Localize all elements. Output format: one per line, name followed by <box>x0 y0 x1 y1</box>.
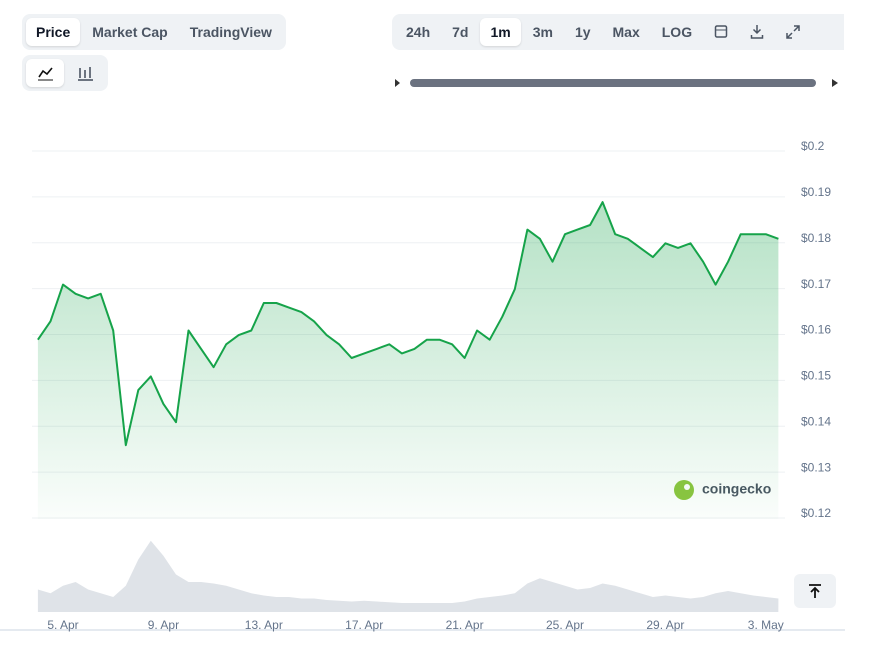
x-tick-label: 21. Apr <box>446 618 484 632</box>
y-tick-label: $0.17 <box>801 277 831 291</box>
range-button[interactable]: Max <box>612 24 640 40</box>
x-tick-label: 25. Apr <box>546 618 584 632</box>
download-button[interactable] <box>740 18 774 46</box>
tab[interactable]: Price <box>26 18 81 46</box>
range-button[interactable]: 3m <box>532 24 553 40</box>
range-button[interactable]: 1y <box>574 24 591 40</box>
x-tick-label: 9. Apr <box>148 618 179 632</box>
scroll-right[interactable] <box>832 79 838 87</box>
tab[interactable]: TradingView <box>189 24 272 40</box>
tab[interactable]: Market Cap <box>92 24 168 40</box>
scroll-top-icon <box>809 584 821 598</box>
y-tick-label: $0.19 <box>801 185 831 199</box>
y-tick-label: $0.18 <box>801 231 831 245</box>
range-group: 24h 7d 1m 3m 1y Max LOG <box>392 14 844 50</box>
y-tick-label: $0.12 <box>801 506 831 520</box>
range-button[interactable]: 24h <box>406 24 431 40</box>
volume-area <box>37 540 779 612</box>
calendar-button[interactable] <box>704 18 738 46</box>
range-button[interactable]: 1m <box>480 18 521 46</box>
line-chart-button[interactable] <box>26 59 64 87</box>
price-line <box>37 201 779 447</box>
y-tick-label: $0.15 <box>801 369 831 383</box>
y-tick-label: $0.16 <box>801 323 831 337</box>
x-tick-label: 13. Apr <box>245 618 283 632</box>
price-area <box>37 202 779 519</box>
x-tick-label: 29. Apr <box>646 618 684 632</box>
tab-group: Price Market Cap TradingView <box>22 14 286 50</box>
log-button[interactable]: LOG <box>661 24 693 40</box>
x-tick-label: 17. Apr <box>345 618 383 632</box>
y-tick-label: $0.2 <box>801 139 825 153</box>
chart-type-group <box>22 55 108 91</box>
candle-chart-button[interactable] <box>66 59 104 87</box>
fullscreen-button[interactable] <box>776 18 810 46</box>
y-tick-label: $0.13 <box>801 460 831 474</box>
y-tick-label: $0.14 <box>801 414 831 428</box>
x-tick-label: 3. May <box>748 618 784 632</box>
scroll-left[interactable] <box>395 79 400 87</box>
scrollbar[interactable] <box>410 79 816 87</box>
x-tick-label: 5. Apr <box>47 618 78 632</box>
range-button[interactable]: 7d <box>452 24 469 40</box>
